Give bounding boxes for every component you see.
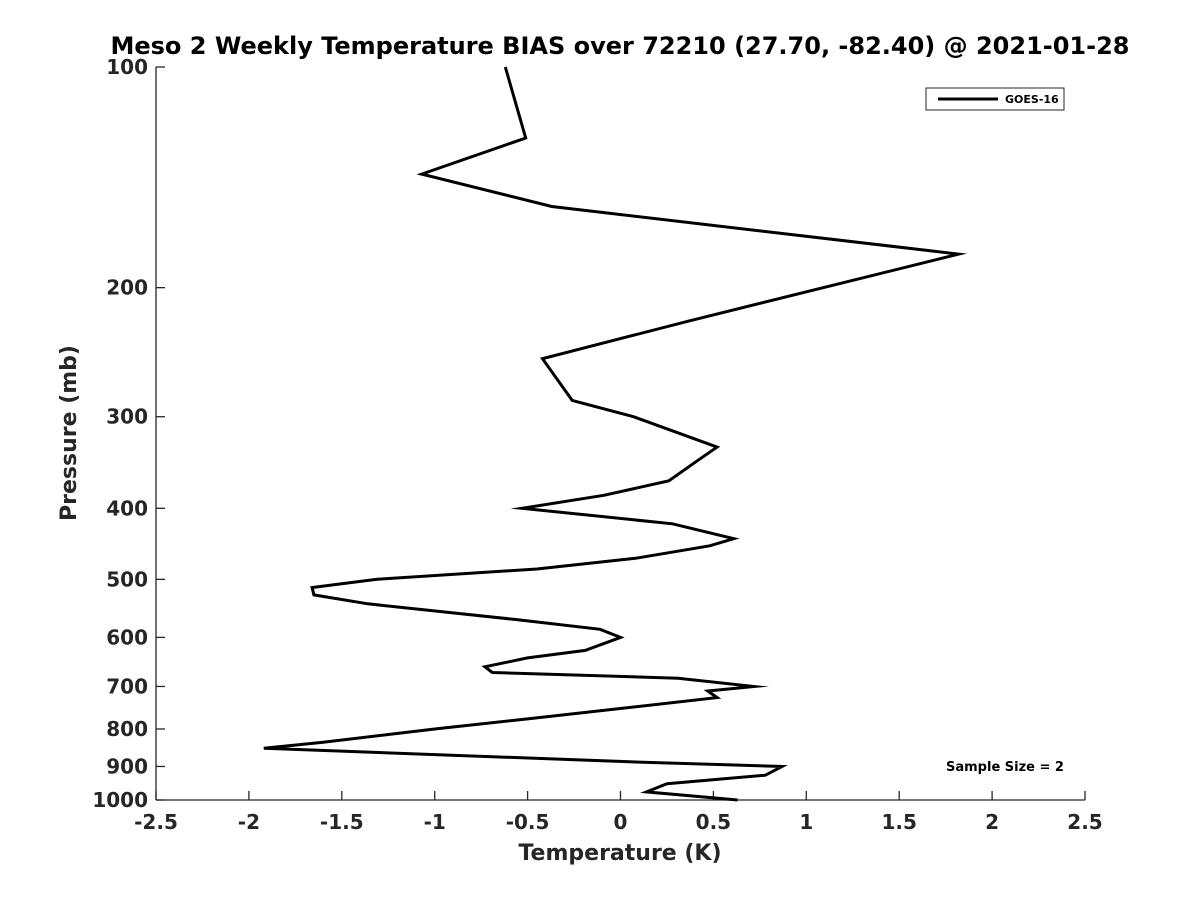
y-tick-label: 800 <box>106 717 148 741</box>
y-tick-label: 200 <box>106 276 148 300</box>
x-axis-label: Temperature (K) <box>518 841 721 866</box>
plot-area <box>156 67 1085 800</box>
x-tick-label: 1.5 <box>881 810 916 834</box>
y-tick-label: 400 <box>106 496 148 520</box>
y-tick-label: 900 <box>106 754 148 778</box>
y-tick-label: 300 <box>106 405 148 429</box>
sample-size-annotation: Sample Size = 2 <box>946 760 1064 775</box>
y-tick-label: 1000 <box>92 788 148 812</box>
x-tick-label: 0.5 <box>696 810 731 834</box>
series-layer <box>263 66 968 802</box>
x-tick-label: -2 <box>238 810 260 834</box>
y-tick-label: 500 <box>106 567 148 591</box>
y-tick-label: 100 <box>106 55 148 79</box>
x-tick-label: 0 <box>614 810 628 834</box>
y-ticks: 100 200 300 400 500 600 700 800 900 1000 <box>92 55 165 812</box>
x-tick-label: -2.5 <box>134 810 178 834</box>
x-tick-label: 1 <box>799 810 813 834</box>
y-axis-label: Pressure (mb) <box>57 345 82 521</box>
x-tick-label: 2.5 <box>1067 810 1102 834</box>
x-tick-label: 2 <box>985 810 999 834</box>
legend: GOES-16 <box>925 87 1065 111</box>
series-line-goes-16 <box>263 66 968 802</box>
chart-title: Meso 2 Weekly Temperature BIAS over 7221… <box>110 32 1129 60</box>
legend-label-goes-16: GOES-16 <box>1005 93 1059 106</box>
x-ticks: -2.5 -2 -1.5 -1 -0.5 0 0.5 1 1.5 2 2.5 <box>134 791 1103 834</box>
x-tick-label: -1.5 <box>320 810 364 834</box>
y-tick-label: 700 <box>106 674 148 698</box>
x-tick-label: -0.5 <box>506 810 550 834</box>
y-tick-label: 600 <box>106 625 148 649</box>
x-tick-label: -1 <box>424 810 446 834</box>
